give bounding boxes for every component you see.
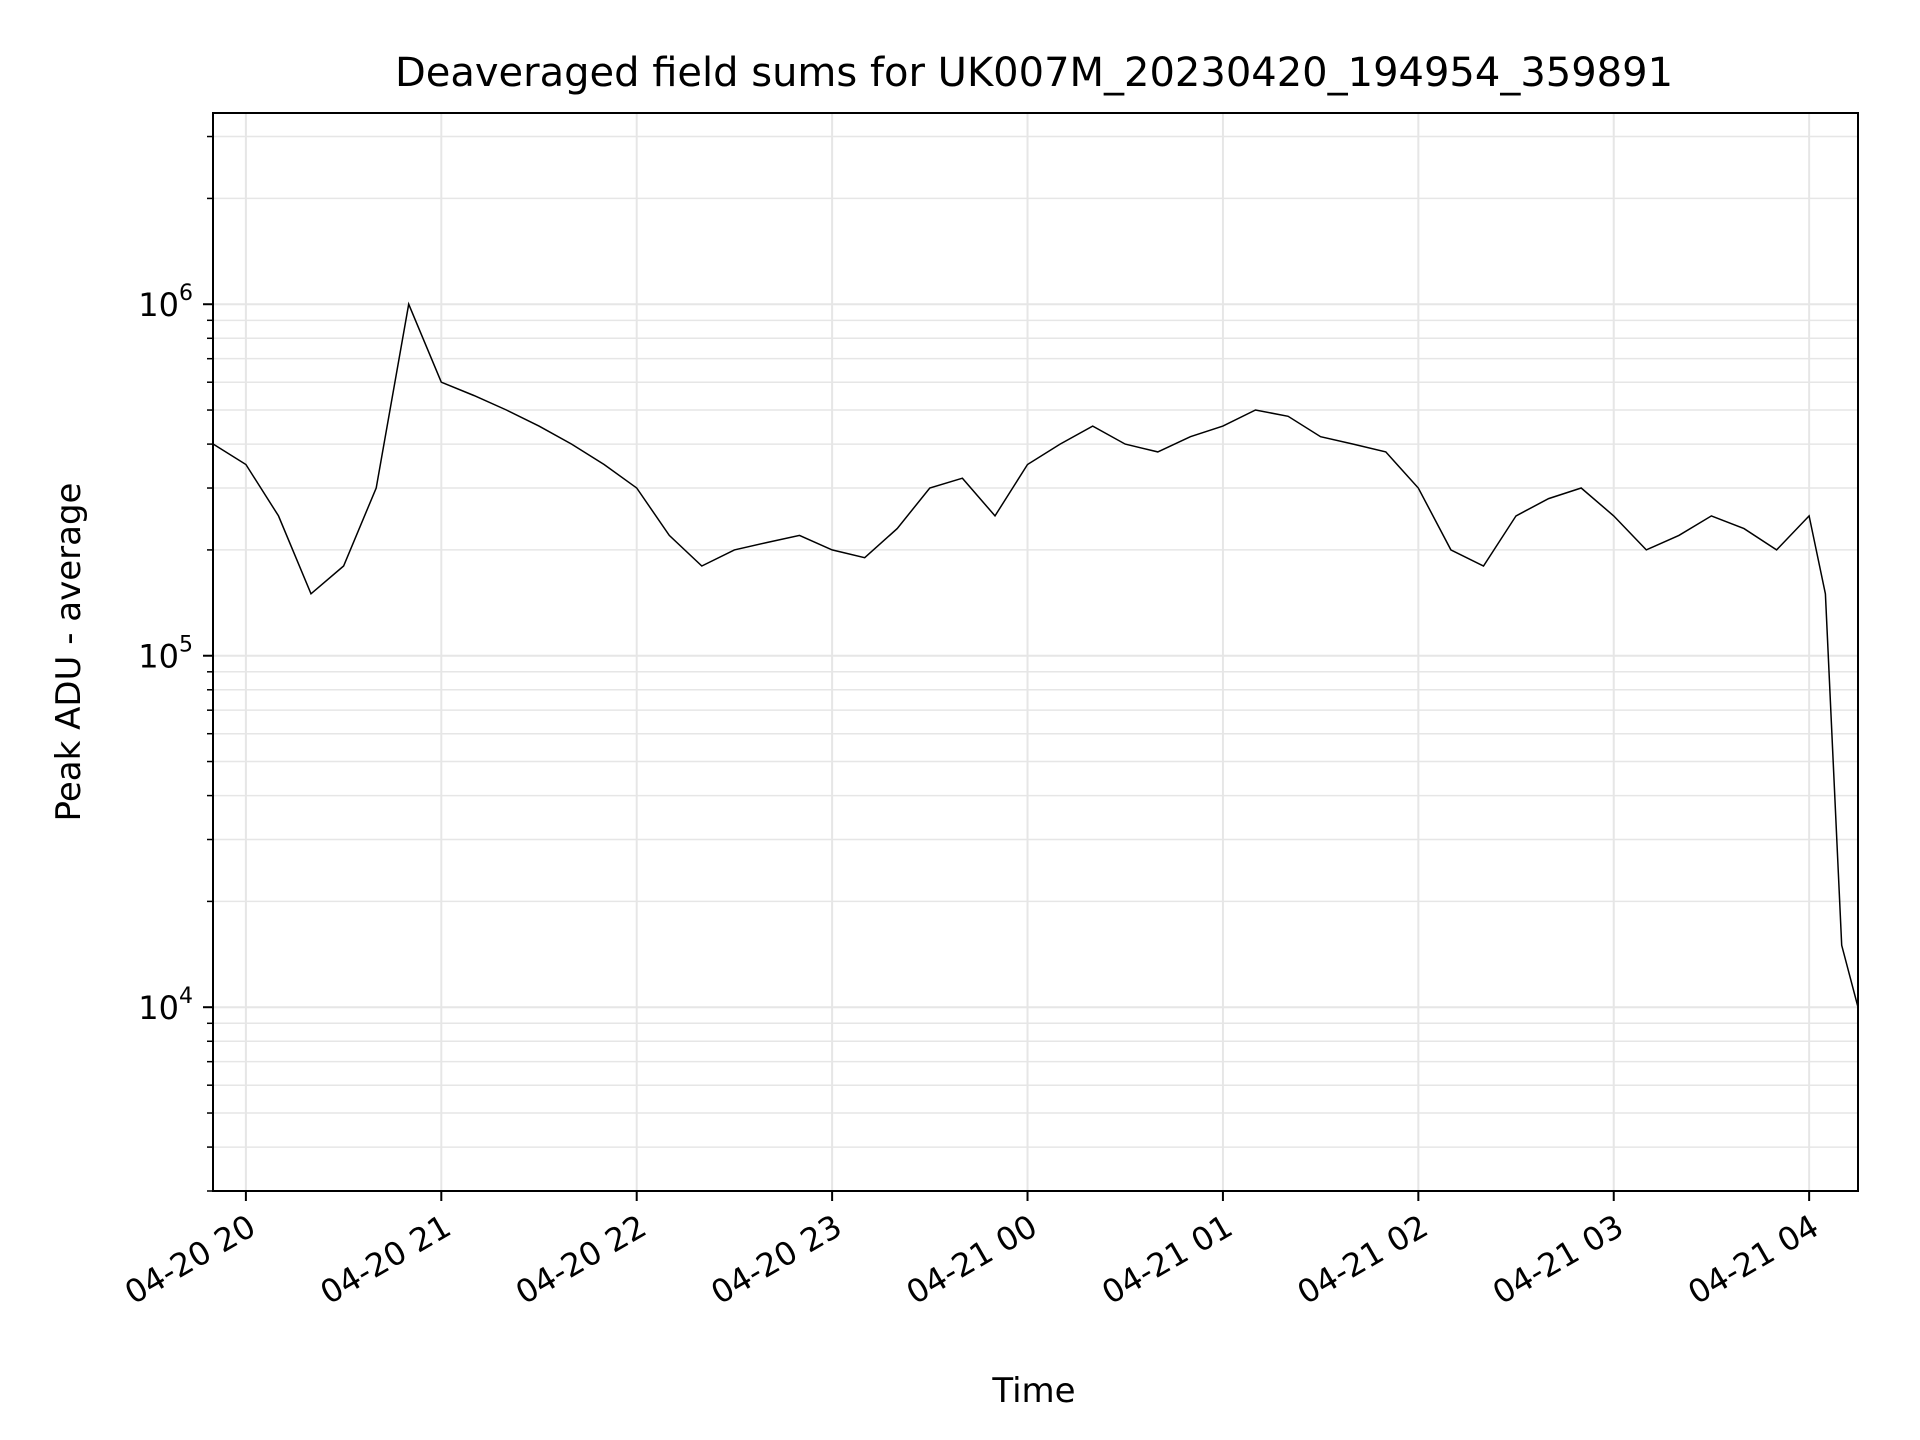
chart-title: Deaveraged field sums for UK007M_2023042…: [395, 50, 1673, 96]
y-tick-label: 104: [138, 984, 193, 1027]
y-tick-label: 106: [138, 281, 193, 324]
series-line-0: [212, 301, 1859, 1008]
y-axis: 104 105 106: [138, 135, 213, 1192]
plot-frame: [212, 112, 1859, 1192]
y-tick-label: 105: [138, 633, 193, 676]
y-axis-label: Peak ADU - average: [49, 483, 89, 822]
grid: [213, 113, 1858, 1192]
series-group: [212, 301, 1859, 1008]
x-axis-label: Time: [991, 1371, 1075, 1411]
